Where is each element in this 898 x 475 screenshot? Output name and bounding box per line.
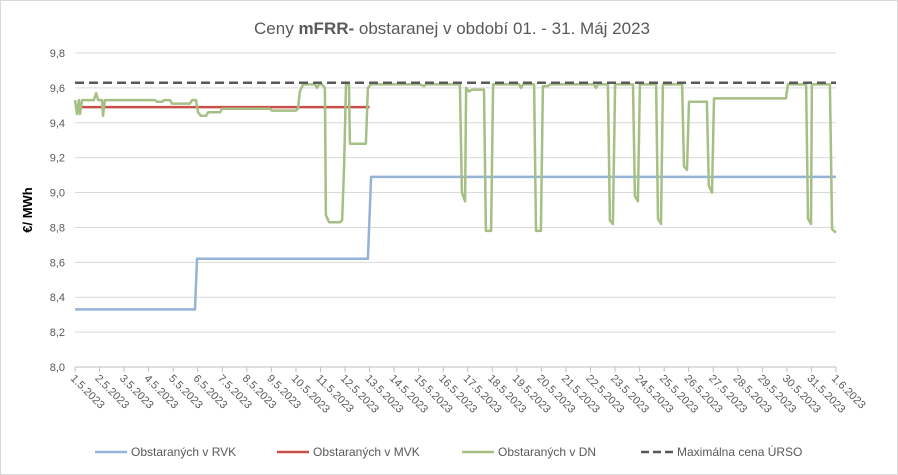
series-line	[73, 83, 837, 234]
y-tick-label: 9,0	[50, 188, 65, 200]
series-line	[75, 175, 836, 311]
legend-label: Obstaraných v DN	[498, 445, 596, 459]
y-tick-label: 9,6	[50, 83, 65, 95]
y-tick-label: 8,8	[50, 222, 65, 234]
y-tick-label: 9,4	[50, 118, 65, 130]
y-tick-label: 8,2	[50, 327, 65, 339]
y-tick-label: 8,6	[50, 257, 65, 269]
y-tick-label: 8,0	[50, 362, 65, 374]
y-axis-label: €/ MWh	[20, 187, 35, 233]
legend-label: Obstaraných v RVK	[131, 445, 236, 459]
y-tick-label: 9,8	[50, 48, 65, 60]
title-part: Ceny	[254, 19, 294, 38]
y-tick-label: 8,4	[50, 292, 65, 304]
title-part: obstaranej v období 01. - 31. Máj 2023	[359, 19, 650, 38]
legend-label: Maximálna cena ÚRSO	[677, 444, 802, 459]
chart-title: Ceny mFRR- obstaranej v období 01. - 31.…	[254, 19, 650, 38]
y-tick-label: 9,2	[50, 153, 65, 165]
legend-label: Obstaraných v MVK	[313, 445, 420, 459]
title-part: mFRR-	[298, 19, 354, 38]
